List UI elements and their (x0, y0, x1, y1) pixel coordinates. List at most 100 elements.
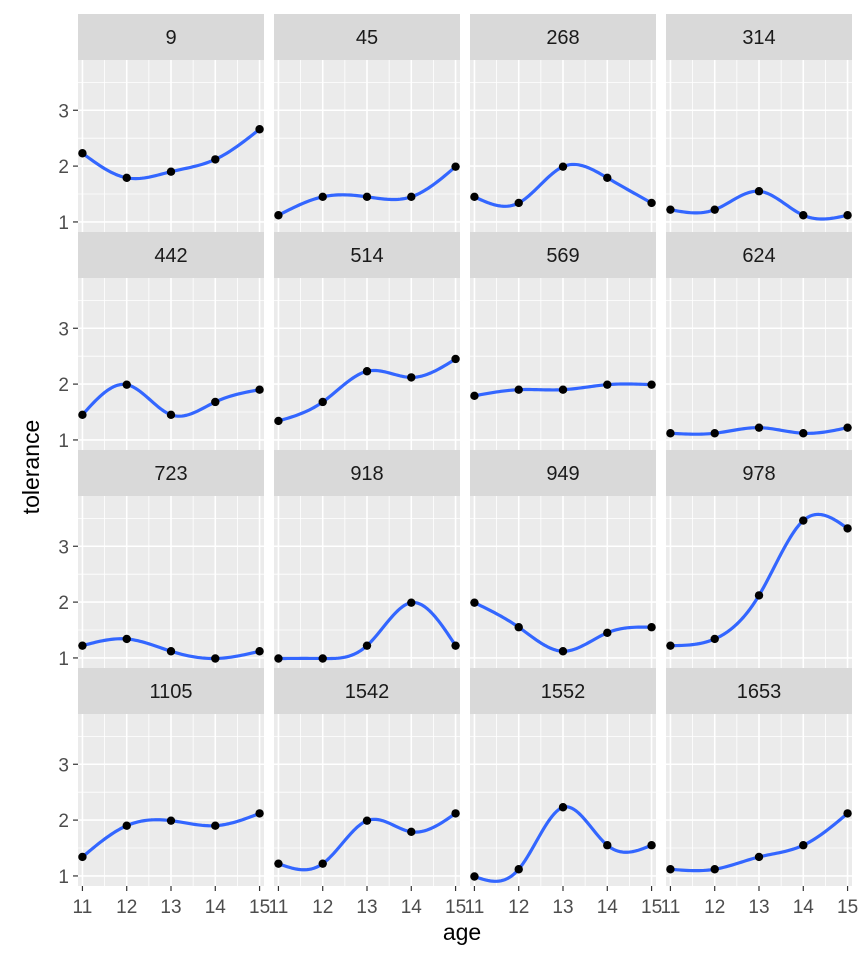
facet-label: 723 (154, 463, 187, 485)
facet-strip (470, 668, 656, 714)
x-tick-label: 13 (356, 897, 377, 918)
x-tick-label: 11 (73, 897, 93, 918)
data-point (78, 149, 87, 158)
data-point (603, 173, 612, 183)
data-point (843, 211, 852, 220)
facet-label: 1653 (737, 681, 782, 703)
data-point (558, 162, 568, 171)
facet-panel-514: 514 (274, 232, 460, 450)
data-point (514, 865, 523, 874)
facet-label: 978 (742, 463, 775, 485)
data-point (274, 416, 283, 426)
y-tick-label: 3 (58, 537, 69, 558)
facet-strip (666, 668, 852, 714)
x-tick-label: 13 (160, 897, 181, 918)
facet-label: 514 (350, 245, 383, 267)
data-point (754, 423, 764, 432)
facet-strip (274, 668, 460, 714)
facet-strip (666, 450, 852, 496)
data-point (603, 380, 612, 389)
data-point (78, 641, 87, 650)
data-point (122, 821, 131, 830)
data-point (274, 859, 283, 868)
y-tick-label: 2 (58, 811, 69, 832)
facet-panel-45: 45 (274, 14, 460, 232)
data-point (843, 809, 852, 818)
data-point (666, 865, 675, 874)
x-tick-label: 11 (465, 897, 485, 918)
data-point (799, 516, 808, 525)
x-tick-label: 14 (793, 897, 815, 918)
x-tick-label: 12 (116, 897, 137, 918)
data-point (362, 192, 372, 202)
data-point (255, 647, 264, 656)
facet-strip (78, 450, 264, 496)
data-point (274, 211, 283, 220)
facet-label: 624 (742, 245, 775, 267)
facet-panel-569: 569 (470, 232, 656, 450)
x-tick-label: 12 (312, 897, 333, 918)
facet-panel-918: 918 (274, 450, 460, 668)
data-point (843, 524, 852, 533)
facet-label: 949 (546, 463, 579, 485)
x-tick-label: 13 (552, 897, 573, 918)
data-point (470, 192, 479, 202)
y-tick-label: 1 (58, 431, 69, 452)
facet-strip (666, 14, 852, 60)
data-point (318, 654, 327, 663)
facet-strip (274, 232, 460, 278)
y-tick-label: 1 (58, 649, 69, 670)
data-point (318, 192, 327, 202)
data-point (122, 173, 131, 183)
data-point (754, 187, 764, 196)
data-point (255, 125, 264, 134)
facet-panel-1653: 1653 11 12 13 14 15 (661, 668, 858, 918)
facet-strip (470, 14, 656, 60)
data-point (514, 385, 523, 394)
y-axis-title: tolerance (18, 420, 44, 515)
data-point (470, 598, 479, 607)
x-tick-label: 15 (249, 897, 270, 918)
data-point (407, 598, 416, 607)
data-point (407, 192, 416, 202)
data-point (647, 198, 656, 208)
data-point (451, 641, 460, 650)
data-point (514, 623, 523, 632)
x-tick-label: 15 (837, 897, 858, 918)
facet-strip (274, 450, 460, 496)
data-point (843, 423, 852, 432)
data-point (255, 385, 264, 394)
y-tick-label: 1 (58, 213, 69, 234)
facet-label: 314 (742, 27, 775, 49)
facet-strip (78, 668, 264, 714)
facet-strip (274, 14, 460, 60)
data-point (362, 641, 372, 650)
data-point (558, 803, 568, 812)
facet-panel-624: 624 (666, 232, 852, 450)
data-point (166, 167, 176, 176)
facet-panel-978: 978 (666, 450, 852, 668)
data-point (211, 654, 220, 663)
x-tick-label: 12 (508, 897, 529, 918)
data-point (166, 816, 176, 825)
facet-label: 9 (165, 27, 176, 49)
data-point (211, 821, 220, 830)
data-point (647, 841, 656, 850)
facet-label: 45 (356, 27, 378, 49)
x-tick-label: 11 (269, 897, 289, 918)
data-point (710, 865, 719, 874)
y-tick-label: 3 (58, 101, 69, 122)
data-point (799, 841, 808, 850)
data-point (666, 429, 675, 438)
facet-panel-442: 442 1 2 3 (58, 232, 264, 452)
x-tick-label: 15 (445, 897, 466, 918)
data-point (451, 162, 460, 171)
data-point (754, 591, 764, 600)
data-point (470, 872, 479, 881)
x-tick-label: 14 (597, 897, 619, 918)
data-point (122, 380, 131, 389)
data-point (514, 198, 523, 208)
